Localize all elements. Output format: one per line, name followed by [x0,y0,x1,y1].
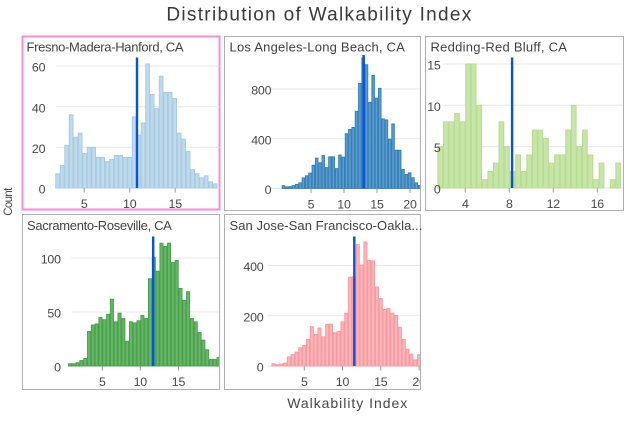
svg-text:8: 8 [506,197,513,211]
svg-text:10: 10 [336,375,350,389]
svg-text:5: 5 [81,197,88,211]
svg-text:20: 20 [403,198,417,212]
svg-text:10: 10 [427,100,441,114]
svg-text:0: 0 [54,361,61,375]
svg-text:10: 10 [337,198,351,212]
svg-text:Los Angeles-Long Beach, CA: Los Angeles-Long Beach, CA [230,40,406,55]
svg-text:5: 5 [434,141,441,155]
svg-text:Count: Count [3,187,15,216]
svg-text:10: 10 [134,375,148,389]
svg-text:50: 50 [47,307,61,321]
svg-text:San Jose-San Francisco-Oakla..: San Jose-San Francisco-Oakla... [230,218,423,233]
svg-text:0: 0 [265,183,272,197]
svg-text:5: 5 [308,198,315,212]
svg-text:100: 100 [41,253,61,267]
svg-text:800: 800 [251,84,271,98]
svg-text:15: 15 [427,59,441,73]
svg-text:0: 0 [434,183,441,197]
svg-text:Sacramento-Roseville, CA: Sacramento-Roseville, CA [27,218,172,233]
svg-text:Walkability Index: Walkability Index [287,395,408,411]
svg-text:0: 0 [257,361,264,375]
svg-text:15: 15 [169,197,183,211]
svg-text:400: 400 [243,260,263,274]
svg-text:16: 16 [591,197,605,211]
svg-text:4: 4 [462,197,469,211]
svg-text:5: 5 [99,375,106,389]
svg-text:200: 200 [243,310,263,324]
svg-text:400: 400 [251,133,271,147]
svg-text:20: 20 [32,142,46,156]
svg-text:60: 60 [32,61,46,75]
svg-text:15: 15 [370,198,384,212]
svg-text:15: 15 [374,375,388,389]
svg-text:Distribution of Walkability In: Distribution of Walkability Index [166,5,472,26]
svg-text:10: 10 [123,197,137,211]
svg-text:5: 5 [301,375,308,389]
svg-text:Redding-Red Bluff, CA: Redding-Red Bluff, CA [431,40,568,55]
svg-text:Fresno-Madera-Hanford, CA: Fresno-Madera-Hanford, CA [27,40,184,55]
svg-text:15: 15 [172,375,186,389]
svg-text:20: 20 [412,375,426,389]
svg-text:40: 40 [32,101,46,115]
svg-text:0: 0 [39,183,46,197]
svg-text:12: 12 [547,197,561,211]
